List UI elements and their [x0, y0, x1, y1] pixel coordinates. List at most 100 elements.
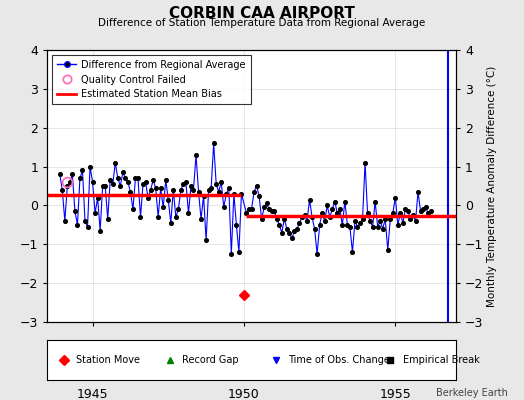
Point	[374, 224, 382, 230]
Point	[278, 230, 286, 236]
Point	[134, 175, 142, 182]
Point	[242, 210, 250, 216]
Point	[167, 220, 175, 226]
Point	[76, 175, 84, 182]
Point	[177, 187, 185, 193]
Point	[174, 206, 182, 212]
Point	[214, 189, 223, 195]
Point	[73, 222, 82, 228]
Point	[149, 177, 157, 183]
Point	[409, 212, 417, 218]
Point	[141, 179, 150, 185]
Point	[118, 169, 127, 176]
Point	[132, 175, 140, 182]
Point	[237, 190, 246, 197]
Point	[121, 175, 129, 182]
Text: 1955: 1955	[379, 388, 411, 400]
Point	[71, 208, 79, 214]
Point	[263, 200, 271, 207]
Point	[285, 230, 293, 236]
Point	[187, 183, 195, 189]
Point	[427, 208, 435, 214]
Point	[406, 216, 414, 222]
Text: Difference of Station Temperature Data from Regional Average: Difference of Station Temperature Data f…	[99, 18, 425, 28]
Point	[114, 175, 122, 182]
Point	[212, 181, 221, 187]
Point	[222, 190, 231, 197]
Point	[270, 208, 278, 214]
Point	[232, 222, 241, 228]
Point	[361, 160, 369, 166]
Point	[146, 187, 155, 193]
Text: Berkeley Earth: Berkeley Earth	[436, 388, 508, 398]
Point	[351, 218, 359, 224]
Point	[381, 216, 389, 222]
Point	[275, 222, 283, 228]
Point	[161, 177, 170, 183]
Point	[424, 210, 432, 216]
Point	[368, 224, 377, 230]
Point	[384, 247, 392, 253]
Point	[328, 206, 336, 212]
Point	[61, 218, 69, 224]
Point	[366, 218, 374, 224]
Point	[253, 183, 261, 189]
Point	[325, 214, 334, 220]
Point	[343, 222, 352, 228]
Point	[288, 235, 296, 242]
Point	[83, 224, 92, 230]
Point	[399, 220, 407, 226]
Point	[421, 204, 430, 210]
Point	[86, 163, 94, 170]
Point	[63, 183, 72, 189]
Point	[336, 206, 344, 212]
Point	[268, 208, 276, 214]
Point	[358, 216, 367, 222]
Point	[391, 194, 399, 201]
Point	[310, 226, 319, 232]
Point	[124, 179, 132, 185]
Point	[157, 185, 165, 191]
Point	[280, 216, 289, 222]
Point	[164, 196, 172, 203]
Text: Empirical Break: Empirical Break	[403, 355, 479, 365]
Point	[303, 218, 311, 224]
Point	[331, 198, 339, 205]
Point	[298, 214, 306, 220]
Point	[371, 198, 379, 205]
Point	[106, 177, 114, 183]
Point	[144, 194, 152, 201]
Point	[282, 226, 291, 232]
Point	[417, 208, 425, 214]
Point	[235, 249, 243, 255]
Point	[184, 210, 193, 216]
Point	[378, 226, 387, 232]
Point	[78, 167, 86, 174]
Point	[265, 206, 274, 212]
Point	[305, 196, 314, 203]
Point	[116, 183, 125, 189]
Point	[295, 220, 303, 226]
Point	[68, 171, 77, 178]
Text: CORBIN CAA AIRPORT: CORBIN CAA AIRPORT	[169, 6, 355, 21]
Point	[404, 208, 412, 214]
Point	[396, 210, 405, 216]
Point	[172, 214, 180, 220]
Point	[389, 210, 397, 216]
Point	[308, 214, 316, 220]
Point	[313, 251, 321, 257]
Point	[300, 212, 309, 218]
Point	[401, 206, 410, 212]
Point	[159, 204, 167, 210]
Point	[96, 228, 104, 234]
Point	[363, 210, 372, 216]
Point	[136, 214, 145, 220]
Point	[323, 202, 331, 209]
Point	[104, 216, 112, 222]
Point	[318, 210, 326, 216]
Point	[225, 185, 233, 191]
Point	[58, 187, 67, 193]
Point	[257, 216, 266, 222]
Point	[81, 218, 89, 224]
Point	[108, 181, 117, 187]
